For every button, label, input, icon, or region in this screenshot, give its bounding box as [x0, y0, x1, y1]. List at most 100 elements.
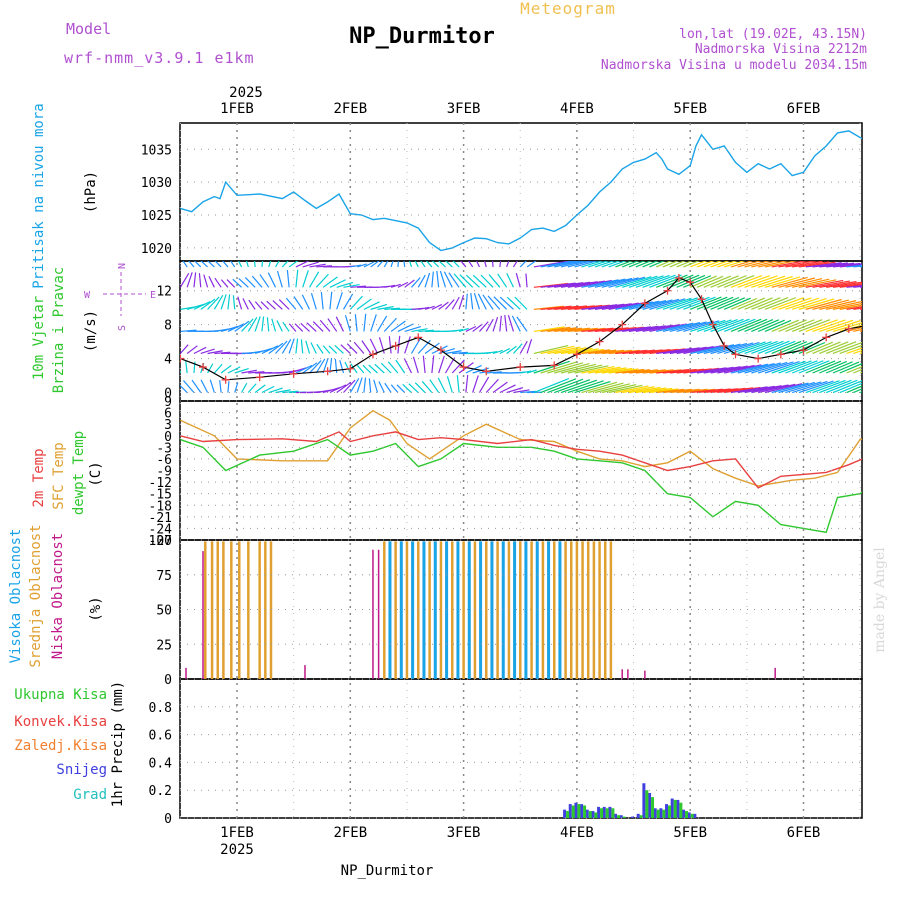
cloud-tick: 25 [156, 638, 172, 653]
wind-vector [309, 360, 322, 374]
wind-vector [874, 325, 900, 332]
wind-vector [390, 261, 394, 268]
wind-gust-marker [482, 367, 491, 376]
wind-vector [588, 366, 621, 374]
wind-gust-marker [572, 350, 581, 359]
wind-vector [615, 261, 633, 268]
wind-vector [791, 297, 827, 310]
wind-vector [771, 319, 800, 332]
cloud-tick: 0 [164, 673, 172, 688]
wind-vector [349, 378, 360, 393]
wind-vector [436, 270, 440, 288]
wind-vector [276, 270, 283, 288]
wind-vector [622, 261, 639, 268]
wind-compass: N W E S [84, 263, 156, 331]
wind-gust-marker [595, 337, 604, 346]
wind-vector [764, 383, 803, 394]
wind-vector [805, 360, 836, 374]
wind-vector [615, 326, 652, 333]
wind-vector [839, 344, 862, 355]
wind-vector [757, 319, 785, 332]
wind-vector [248, 299, 256, 310]
wind-vector [295, 338, 299, 354]
wind-vector [737, 362, 775, 374]
wind-vector [370, 303, 388, 310]
wind-vector [622, 386, 655, 394]
wind-vector [628, 299, 667, 310]
wind-vector [669, 274, 700, 288]
pressure-tick: 1030 [141, 176, 172, 191]
wind-vector [717, 297, 746, 310]
bottom-year: 2025 [220, 842, 254, 858]
wind-vector [540, 326, 571, 333]
wind-vector [649, 369, 682, 374]
wind-vector [771, 276, 808, 288]
wind-vector [410, 337, 422, 354]
precip-total-bar [679, 802, 683, 818]
wind-vector [771, 297, 804, 310]
wind-vector [805, 319, 838, 332]
wind-vector [778, 261, 816, 268]
wind-vector [689, 296, 722, 310]
wind-vector [421, 380, 433, 393]
pressure-ticks: 1020 1025 1030 1035 [141, 143, 862, 257]
wind-vector [533, 326, 565, 333]
wind-vector [424, 305, 435, 310]
wind-vector [642, 274, 676, 288]
wind-vector [635, 274, 670, 288]
bottom-date-labels: 1FEB 2FEB 3FEB 4FEB 5FEB 6FEB [220, 825, 820, 841]
wind-vector [251, 275, 263, 288]
wind-vector [343, 379, 356, 393]
wind-vector [751, 275, 786, 288]
wind-vector [362, 364, 372, 374]
wind-gust-marker [799, 346, 808, 355]
wind-vector [881, 284, 900, 287]
wind-vector [825, 320, 861, 332]
wind-vector [730, 386, 768, 394]
compass-e: E [150, 290, 156, 301]
wind-vector [547, 261, 580, 268]
precip-tick: 0.2 [149, 784, 172, 799]
wind-vector [414, 382, 426, 393]
wind-vector [717, 342, 754, 355]
wind-vector [785, 277, 823, 288]
wind-vector [443, 271, 453, 288]
wind-vector [513, 343, 523, 354]
wind-vector [444, 261, 453, 268]
wind-vector [656, 388, 685, 394]
wind-vector [491, 261, 494, 267]
wind-vector [329, 279, 346, 288]
wind-vector [778, 341, 808, 355]
wind-vector [417, 274, 426, 288]
wind-vector [867, 324, 900, 331]
wind-vector [615, 349, 648, 355]
wind-vector [300, 339, 304, 354]
wind-vector [737, 341, 772, 355]
wind-vector [656, 347, 693, 355]
bottom-date-1FEB: 1FEB [220, 825, 254, 841]
wind-vector [649, 388, 679, 394]
wind-vector [798, 279, 837, 288]
wind-vector [683, 367, 720, 374]
wind-vector [480, 274, 494, 288]
temp-tick: -6 [156, 453, 172, 468]
wind-panel [180, 261, 900, 394]
wind-vector [241, 318, 254, 332]
wind-vector [397, 281, 409, 288]
wind-vector [723, 274, 755, 288]
wind-vector [437, 377, 447, 393]
precip-snow-bar [670, 798, 674, 818]
wind-gust-marker [822, 333, 831, 342]
wind-vector [867, 263, 895, 267]
compass-s: S [117, 325, 128, 331]
wind-vector [860, 266, 862, 268]
wind-vector [220, 294, 227, 310]
wind-vector [244, 277, 256, 288]
wind-vector [846, 326, 862, 333]
wind-vector [785, 319, 815, 332]
wind-vector [662, 347, 700, 355]
wind-vector [220, 364, 232, 374]
wind-vector [894, 284, 900, 287]
wind-vector [825, 379, 858, 394]
wind-vector [744, 261, 771, 268]
